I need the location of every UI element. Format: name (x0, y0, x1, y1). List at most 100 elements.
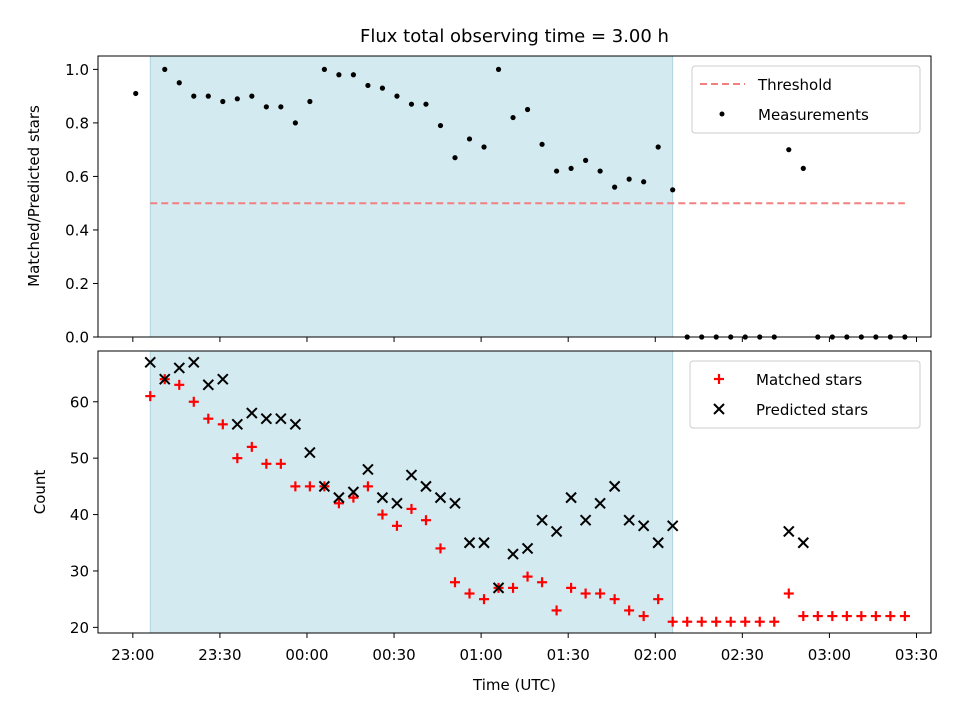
matched-star-point (377, 509, 388, 520)
measurement-point (234, 96, 240, 102)
matched-star-point (508, 582, 519, 593)
count-y-tick-label: 40 (70, 506, 89, 524)
matched-star-point (696, 616, 707, 627)
predicted-star-point (434, 491, 447, 504)
matched-star-point (827, 611, 838, 622)
predicted-star-point (333, 491, 345, 504)
matched-star-point (203, 413, 214, 424)
time-x-axis-label: Time (UTC) (472, 676, 556, 694)
matched-star-point (783, 588, 794, 599)
measurement-point (641, 179, 647, 185)
matched-star-point (580, 588, 591, 599)
matched-star-point (348, 492, 359, 503)
predicted-star-point (637, 520, 650, 532)
matched-star-point (261, 458, 272, 469)
predicted-star-point (521, 542, 534, 555)
time-x-tick-label: 03:00 (808, 646, 851, 664)
predicted-star-point (420, 480, 432, 493)
predicted-star-point (507, 548, 519, 560)
matched-star-point (522, 571, 533, 582)
ratio-legend: Threshold Measurements (691, 65, 921, 134)
matched-star-point (464, 588, 475, 599)
matched-star-point (333, 498, 344, 509)
predicted-star-point (492, 582, 505, 594)
measurement-point (481, 144, 487, 150)
predicted-star-point (391, 497, 403, 509)
matched-star-point (638, 611, 649, 622)
predicted-star-point (159, 373, 171, 385)
matched-star-point (754, 616, 765, 627)
time-x-tick-label: 02:00 (634, 646, 677, 664)
measurement-point (510, 114, 516, 121)
measurement-point (612, 184, 618, 190)
matched-star-point (595, 588, 606, 599)
measurement-point (176, 80, 182, 86)
count-y-tick-label: 50 (70, 450, 89, 468)
predicted-star-point (478, 537, 490, 549)
time-x-tick-label: 03:30 (895, 646, 938, 664)
matched-star-point (653, 594, 664, 605)
matched-star-point (798, 611, 809, 622)
time-x-tick-label: 02:30 (721, 646, 764, 664)
measurement-point (597, 168, 603, 174)
measurement-point (162, 66, 168, 72)
matched-star-point (812, 611, 823, 622)
matched-star-point (479, 594, 490, 605)
measurement-point (205, 93, 211, 99)
matched-star-point (885, 611, 896, 622)
predicted-star-point (362, 463, 374, 476)
predicted-star-point (449, 497, 461, 509)
count-legend: Matched stars Predicted stars (689, 360, 921, 429)
predicted-star-point (304, 446, 316, 459)
time-x-tick-label: 00:30 (372, 646, 415, 664)
ratio-panel: 0.0 0.2 0.4 0.6 0.8 1.0 Flux total observing … (25, 26, 932, 347)
measurement-point (495, 66, 502, 72)
measurement-point (539, 141, 545, 147)
measurement-point (350, 72, 357, 78)
predicted-star-point (565, 491, 577, 504)
measurement-point (786, 147, 792, 153)
matched-star-point (624, 605, 635, 616)
measurement-point (423, 101, 429, 107)
measurement-point (452, 155, 458, 161)
measurement-point (524, 106, 531, 113)
observing-window-shade (149, 55, 674, 338)
ratio-y-tick-label: 0.2 (65, 275, 89, 293)
matched-star-point (420, 515, 431, 526)
measurement-point (220, 98, 226, 105)
matched-star-point (435, 543, 446, 554)
predicted-star-point (579, 514, 592, 526)
matched-star-point (667, 616, 678, 627)
matched-star-point (217, 419, 228, 430)
matched-star-point (275, 458, 286, 469)
matched-star-point (841, 611, 852, 622)
measurement-point (437, 122, 444, 129)
matched-star-point (856, 611, 867, 622)
measurement-point (670, 187, 676, 193)
predicted-star-point (318, 480, 331, 493)
matched-star-point (304, 481, 315, 492)
time-x-tick-label: 01:30 (547, 646, 590, 664)
matched-star-point (682, 616, 693, 627)
predicted-star-point (347, 486, 360, 498)
predicted-star-point (463, 537, 476, 549)
predicted-star-point (231, 418, 244, 431)
matched-star-point (769, 616, 780, 627)
matched-star-point (899, 611, 910, 622)
predicted-star-point (202, 379, 214, 391)
measurement-point (307, 98, 313, 105)
measurement-point (466, 136, 473, 142)
matched-star-point (145, 391, 156, 402)
predicted-star-point (188, 356, 200, 368)
measurement-point (191, 93, 197, 99)
measurement-point (553, 168, 560, 174)
ratio-y-tick-label: 0.0 (65, 329, 89, 347)
matched-star-point (740, 616, 751, 627)
ratio-y-axis-label: Matched/Predicted stars (25, 105, 43, 287)
predicted-star-point (797, 537, 809, 549)
time-x-tick-label: 01:00 (460, 646, 503, 664)
matched-star-point (188, 396, 199, 407)
measurement-point (394, 93, 400, 99)
predicted-star-point (246, 407, 258, 419)
